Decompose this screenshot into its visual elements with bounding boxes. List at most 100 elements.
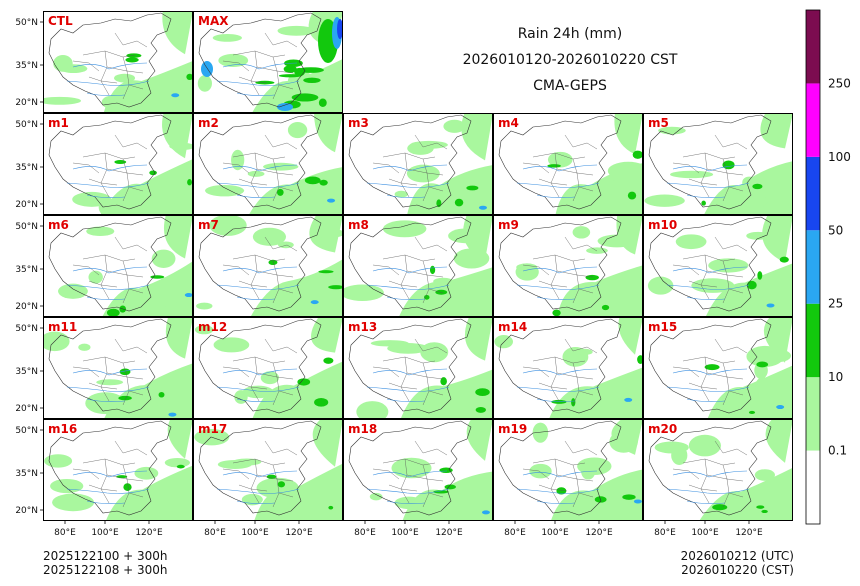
river <box>386 398 426 402</box>
province-border <box>250 458 260 504</box>
rain-patch-moderate <box>756 505 765 509</box>
province-border <box>256 474 294 498</box>
province-border <box>550 152 560 198</box>
rain-area-light <box>466 419 493 461</box>
rain-patch-light <box>59 64 88 74</box>
province-border <box>556 372 594 396</box>
province-border <box>232 50 286 58</box>
river <box>66 386 150 392</box>
rain-patch-moderate <box>278 74 302 78</box>
river <box>366 182 450 188</box>
title-line-3: CMA-GEPS <box>533 78 607 94</box>
rain-patch-heavy <box>184 293 193 298</box>
province-border <box>414 338 448 354</box>
river <box>386 296 426 300</box>
rain-patch-moderate <box>622 494 636 500</box>
rain-patch-light <box>394 190 408 198</box>
province-border <box>232 254 286 262</box>
province-border <box>406 270 444 294</box>
rain-patch-moderate <box>748 410 756 414</box>
rain-area-light <box>614 113 643 155</box>
panel-m18: m18 <box>343 419 493 521</box>
province-border <box>422 186 430 202</box>
province-border <box>682 254 736 262</box>
province-border <box>722 288 730 304</box>
province-border <box>706 372 744 396</box>
province-border <box>82 458 136 466</box>
rain-area-light <box>163 215 193 259</box>
province-border <box>72 60 100 72</box>
province-border <box>106 270 144 294</box>
province-border <box>106 474 144 498</box>
rain-patch-moderate <box>701 200 706 206</box>
lon-tick-label: 120°E <box>285 528 313 538</box>
rain-patch-light <box>647 276 674 295</box>
rain-patch-moderate <box>126 53 142 58</box>
country-border <box>648 318 772 414</box>
panel-frame <box>493 317 643 419</box>
rain-patch-light <box>669 170 714 179</box>
province-border <box>122 288 130 304</box>
rain-patch-light <box>212 33 242 42</box>
province-border <box>250 254 260 300</box>
rain-patch-light <box>422 342 441 361</box>
rain-patch-moderate <box>266 474 277 479</box>
rain-patch-light <box>311 228 343 239</box>
province-border <box>388 178 418 186</box>
rain-area-light <box>550 469 643 521</box>
lat-tick-label: 35°N <box>15 61 38 71</box>
rain-patch-moderate <box>276 188 284 196</box>
rain-patch-moderate <box>585 274 599 281</box>
colorbar-label: 10 <box>828 370 843 384</box>
colorbar-segment <box>806 10 820 84</box>
country-border <box>198 114 322 210</box>
rain-patch-light <box>494 334 513 349</box>
province-border <box>256 168 294 192</box>
rain-patch-moderate <box>277 481 286 488</box>
province-border <box>238 76 268 84</box>
panel-m11: m11 <box>43 317 193 419</box>
rain-patch-heavy <box>766 303 775 308</box>
rain-patch-moderate <box>752 183 763 190</box>
rain-patch-moderate <box>323 357 334 364</box>
rain-patch-light <box>532 422 549 443</box>
river <box>516 182 600 188</box>
river <box>516 488 600 494</box>
rain-patch-moderate <box>475 388 490 397</box>
rain-patch-light <box>586 247 608 254</box>
rain-patch-moderate <box>779 256 789 263</box>
colorbar-label: 100 <box>828 150 851 164</box>
rain-patch-light <box>247 170 265 177</box>
rain-patch-light <box>453 248 490 269</box>
province-border <box>114 32 148 48</box>
river <box>672 164 748 172</box>
province-border <box>100 458 110 504</box>
province-border <box>222 366 250 378</box>
province-border <box>382 152 436 160</box>
river <box>66 488 150 494</box>
rain-patch-light <box>58 283 88 299</box>
rain-patch-light <box>205 184 245 197</box>
rain-patch-moderate <box>304 176 321 185</box>
rain-patch-moderate <box>328 505 334 510</box>
rain-patch-light <box>515 263 539 281</box>
province-border <box>406 168 444 192</box>
rain-patch-light <box>88 270 103 284</box>
rain-patch-moderate <box>283 65 297 73</box>
rain-patch-light <box>609 430 638 453</box>
panel-m7: m7 <box>193 215 343 317</box>
rain-patch-moderate <box>314 397 329 407</box>
river <box>672 470 748 478</box>
panel-CTL: CTL <box>43 11 193 113</box>
rain-patch-moderate <box>186 73 193 80</box>
rain-patch-moderate <box>704 364 720 371</box>
country-border <box>198 420 322 516</box>
province-border <box>82 254 136 262</box>
rain-patch-moderate <box>297 378 311 386</box>
province-border <box>250 356 260 402</box>
rain-area-light <box>167 419 193 459</box>
colorbar-segment <box>806 230 820 304</box>
country-border <box>498 114 622 210</box>
province-border <box>100 356 110 402</box>
province-border <box>100 50 110 96</box>
